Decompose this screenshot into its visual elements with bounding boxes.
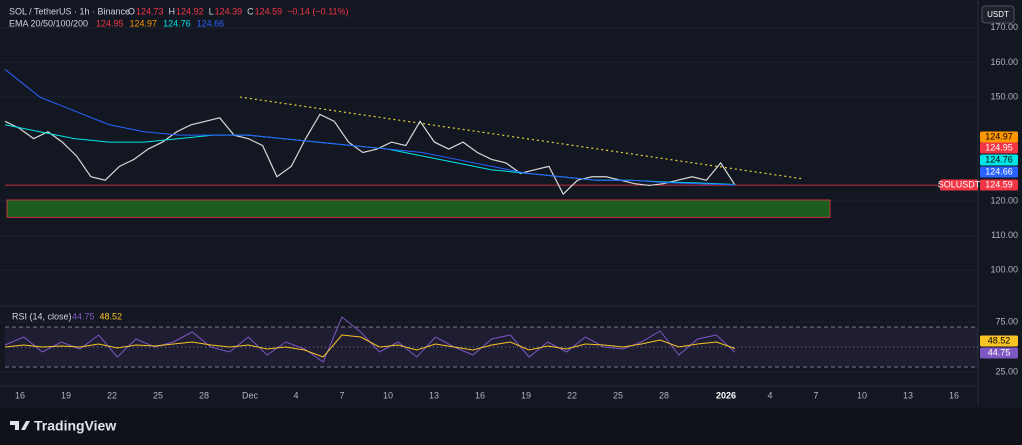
x-tick-label: 2026 xyxy=(716,390,736,400)
series-line xyxy=(4,334,736,358)
x-tick-label: 19 xyxy=(521,390,531,400)
rsi-tag-label: 44.75 xyxy=(988,347,1011,357)
y-tick-label: 75.00 xyxy=(995,316,1018,326)
ohlc-label: H xyxy=(169,6,176,16)
change: −0.14 (−0.11%) xyxy=(287,6,348,16)
x-tick-label: 10 xyxy=(857,390,867,400)
ohlc-value: 124.73 xyxy=(136,6,164,16)
x-tick-label: 7 xyxy=(339,390,344,400)
series-line xyxy=(4,68,736,186)
ohlc-value: 124.92 xyxy=(176,6,204,16)
symbol: SOL / TetherUS · 1h · Binance xyxy=(9,6,130,16)
ohlc-label: C xyxy=(247,6,254,16)
rsi-tag xyxy=(980,335,1018,347)
ohlc-value: 124.59 xyxy=(255,6,283,16)
x-tick-label: 28 xyxy=(199,390,209,400)
x-tick-label: 13 xyxy=(903,390,913,400)
ohlc-label: L xyxy=(209,6,214,16)
price-tag-label: 124.97 xyxy=(985,131,1013,141)
rsi-value: 48.52 xyxy=(100,311,123,321)
ema-value: 124.97 xyxy=(130,18,158,28)
x-tick-label: 4 xyxy=(293,390,298,400)
y-tick-label: 160.00 xyxy=(990,57,1018,67)
y-tick-label: 150.00 xyxy=(990,91,1018,101)
y-tick-label: 25.00 xyxy=(995,366,1018,376)
x-tick-label: 25 xyxy=(153,390,163,400)
x-tick-label: 28 xyxy=(659,390,669,400)
x-tick-label: 16 xyxy=(475,390,485,400)
x-tick-label: 25 xyxy=(613,390,623,400)
price-tag xyxy=(980,166,1018,178)
price-tag-label: 124.95 xyxy=(985,142,1013,152)
rsi-value: 44.75 xyxy=(72,311,95,321)
ema-value: 124.76 xyxy=(163,18,191,28)
ohlc-value: 124.39 xyxy=(215,6,243,16)
rsi-tag-label: 48.52 xyxy=(988,335,1011,345)
price-tag xyxy=(980,131,1018,143)
x-tick-label: 16 xyxy=(949,390,959,400)
brand: TradingView xyxy=(34,418,116,434)
ema-value: 124.66 xyxy=(197,18,225,28)
y-tick-label: 100.00 xyxy=(990,265,1018,275)
x-tick-label: 22 xyxy=(567,390,577,400)
price-tag-label: 124.66 xyxy=(985,166,1013,176)
x-tick-label: 13 xyxy=(429,390,439,400)
x-tick-label: 22 xyxy=(107,390,117,400)
symbol-tag-label: SOLUSDT xyxy=(938,179,981,189)
rsi-tag xyxy=(980,347,1018,359)
price-tag xyxy=(980,179,1018,191)
series-line xyxy=(4,113,736,196)
y-tick-label: 110.00 xyxy=(991,230,1018,240)
price-tag-label: 124.76 xyxy=(985,154,1013,164)
currency[interactable]: USDT xyxy=(987,10,1009,19)
x-tick-label: 10 xyxy=(383,390,393,400)
ema-value: 124.95 xyxy=(96,18,124,28)
y-tick-label: 120.00 xyxy=(990,195,1018,205)
logo[interactable]: TradingView xyxy=(10,418,116,434)
rsi-indicator: RSI (14, close) xyxy=(12,311,72,321)
price-tag-label: 124.59 xyxy=(985,179,1013,189)
logo-icon xyxy=(10,421,30,430)
x-tick-label: 16 xyxy=(15,390,25,400)
symbol-tag xyxy=(940,179,978,191)
x-tick-label: 4 xyxy=(767,390,772,400)
zone xyxy=(6,199,831,218)
x-tick-label: 7 xyxy=(813,390,818,400)
x-tick-label: Dec xyxy=(242,390,259,400)
price-tag xyxy=(980,154,1018,166)
footer xyxy=(0,408,1022,445)
y-tick-label: 170.00 xyxy=(990,22,1018,32)
indicator: EMA 20/50/100/200 xyxy=(9,18,88,28)
x-tick-label: 19 xyxy=(61,390,71,400)
ohlc-label: O xyxy=(128,6,135,16)
rsi-band xyxy=(5,327,978,367)
currency-button[interactable] xyxy=(981,5,1015,24)
price-tag xyxy=(980,142,1018,154)
